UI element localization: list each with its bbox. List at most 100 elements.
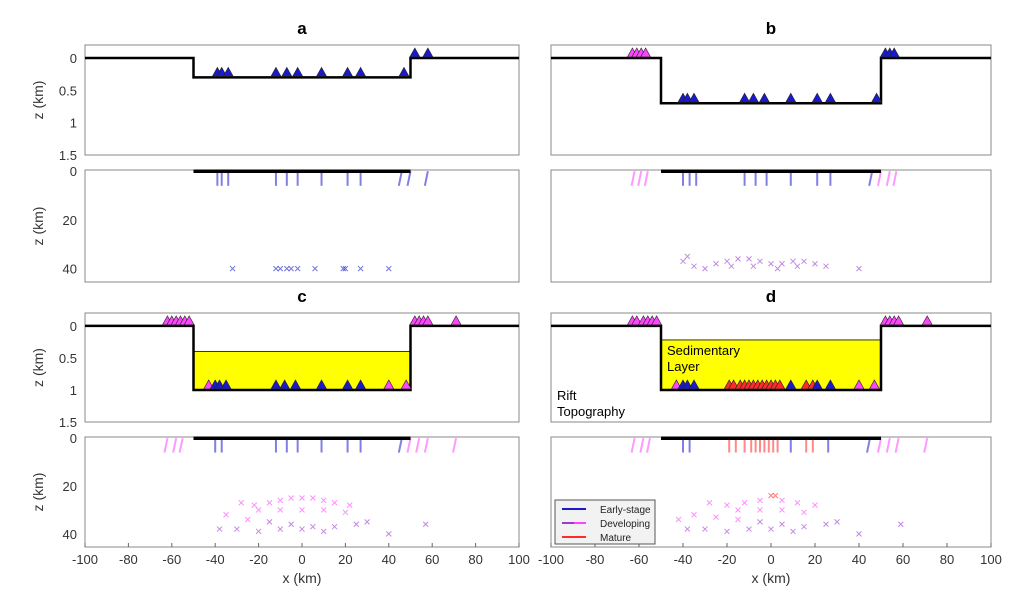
fault-trace: [646, 437, 651, 453]
event-marker: [238, 499, 245, 506]
event-marker: [244, 516, 251, 523]
fault-station-triangle: [383, 379, 395, 390]
panel-c: c 0 0.5 1 1.5 z (km) 0 20 40 z (km) -100 -80 -60 -40 -…: [30, 287, 530, 586]
fault-station-triangle: [824, 92, 836, 103]
x-tick-label: -60: [162, 552, 181, 567]
x-tick-label: 0: [298, 552, 305, 567]
event-marker: [331, 499, 338, 506]
fault-trace: [637, 171, 643, 187]
fault-trace: [868, 171, 874, 187]
event-marker: [735, 516, 741, 523]
fault-trace: [423, 171, 429, 187]
event-marker: [255, 528, 262, 535]
event-marker: [684, 526, 691, 532]
event-marker: [283, 265, 290, 272]
event-marker: [702, 526, 708, 532]
fault-station-triangle: [450, 315, 462, 326]
y-tick-label: 0: [70, 431, 77, 446]
event-marker: [823, 263, 829, 270]
fault-trace: [877, 171, 882, 187]
fault-trace: [423, 437, 429, 453]
x-tick-label: -20: [249, 552, 268, 567]
fault-station-triangle: [758, 92, 770, 103]
fault-trace: [923, 437, 929, 453]
event-marker: [234, 526, 240, 532]
event-marker: [794, 499, 801, 506]
fault-trace: [178, 437, 184, 453]
y-tick-label: 1.5: [59, 148, 77, 163]
fault-station-triangle: [853, 379, 865, 390]
fault-station-triangle: [183, 315, 195, 326]
fault-trace: [877, 437, 882, 453]
event-marker: [779, 507, 785, 513]
fault-station-triangle: [342, 66, 354, 77]
x-tick-label: 0: [767, 552, 774, 567]
x-tick-label: 20: [808, 552, 822, 567]
event-marker: [779, 260, 785, 267]
event-marker: [294, 265, 301, 272]
fault-station-triangle: [400, 379, 412, 390]
event-marker: [790, 528, 796, 535]
y-tick-label: 20: [63, 213, 77, 228]
event-marker: [342, 509, 349, 516]
fault-station-triangle: [888, 47, 900, 58]
x-tick-label: 40: [382, 552, 396, 567]
event-marker: [266, 499, 273, 506]
event-marker: [724, 258, 730, 265]
fault-station-triangle: [279, 379, 291, 390]
x-tick-label: 60: [896, 552, 910, 567]
rift-topography-line: [85, 324, 519, 392]
fault-trace: [885, 437, 891, 453]
panel-title: c: [297, 287, 306, 306]
event-marker: [277, 526, 284, 532]
event-marker: [801, 523, 807, 530]
event-marker: [299, 495, 305, 501]
fault-station-triangle: [422, 47, 434, 58]
event-marker: [768, 492, 774, 499]
event-marker: [340, 265, 347, 272]
x-tick-label: 40: [852, 552, 866, 567]
fault-trace: [406, 171, 412, 187]
event-marker: [273, 265, 279, 272]
event-marker: [288, 521, 295, 528]
fault-trace: [397, 171, 403, 187]
event-marker: [251, 502, 258, 509]
panel-a: a 0 0.5 1 1.5 z (km) 0 20 40 z (km): [30, 19, 520, 283]
fault-station-triangle: [681, 92, 693, 103]
event-marker: [757, 519, 763, 525]
event-marker: [288, 265, 295, 272]
y-tick-label: 0: [70, 164, 77, 179]
fault-station-triangle: [785, 379, 797, 390]
fault-trace: [630, 171, 636, 187]
rift-topography-line: [85, 56, 519, 79]
fault-trace: [630, 437, 636, 453]
fault-station-triangle: [292, 66, 304, 77]
y-tick-label: 0.5: [59, 351, 77, 366]
event-marker: [757, 497, 763, 504]
fault-station-triangle: [871, 92, 883, 103]
fault-station-triangle: [728, 379, 740, 390]
event-marker: [779, 521, 785, 528]
event-marker: [812, 502, 818, 509]
fault-station-triangle: [355, 379, 367, 390]
event-marker: [768, 526, 774, 532]
y-axis-label: z (km): [30, 81, 46, 120]
event-marker: [299, 526, 305, 532]
x-axis-label: x (km): [283, 570, 322, 586]
event-marker: [757, 258, 763, 265]
x-tick-label: 20: [338, 552, 352, 567]
event-marker: [277, 507, 284, 513]
y-tick-label: 20: [63, 479, 77, 494]
x-tick-label: -100: [72, 552, 98, 567]
panel-title: b: [766, 19, 776, 38]
x-tick-label: 80: [940, 552, 954, 567]
x-tick-label: -100: [538, 552, 564, 567]
fault-station-triangle: [342, 379, 354, 390]
fault-station-triangle: [774, 379, 786, 390]
rift-label: Topography: [557, 404, 625, 419]
rift-label: Rift: [557, 388, 577, 403]
rift-topography-line: [551, 56, 991, 105]
event-marker: [713, 514, 719, 520]
x-tick-label: -40: [206, 552, 225, 567]
